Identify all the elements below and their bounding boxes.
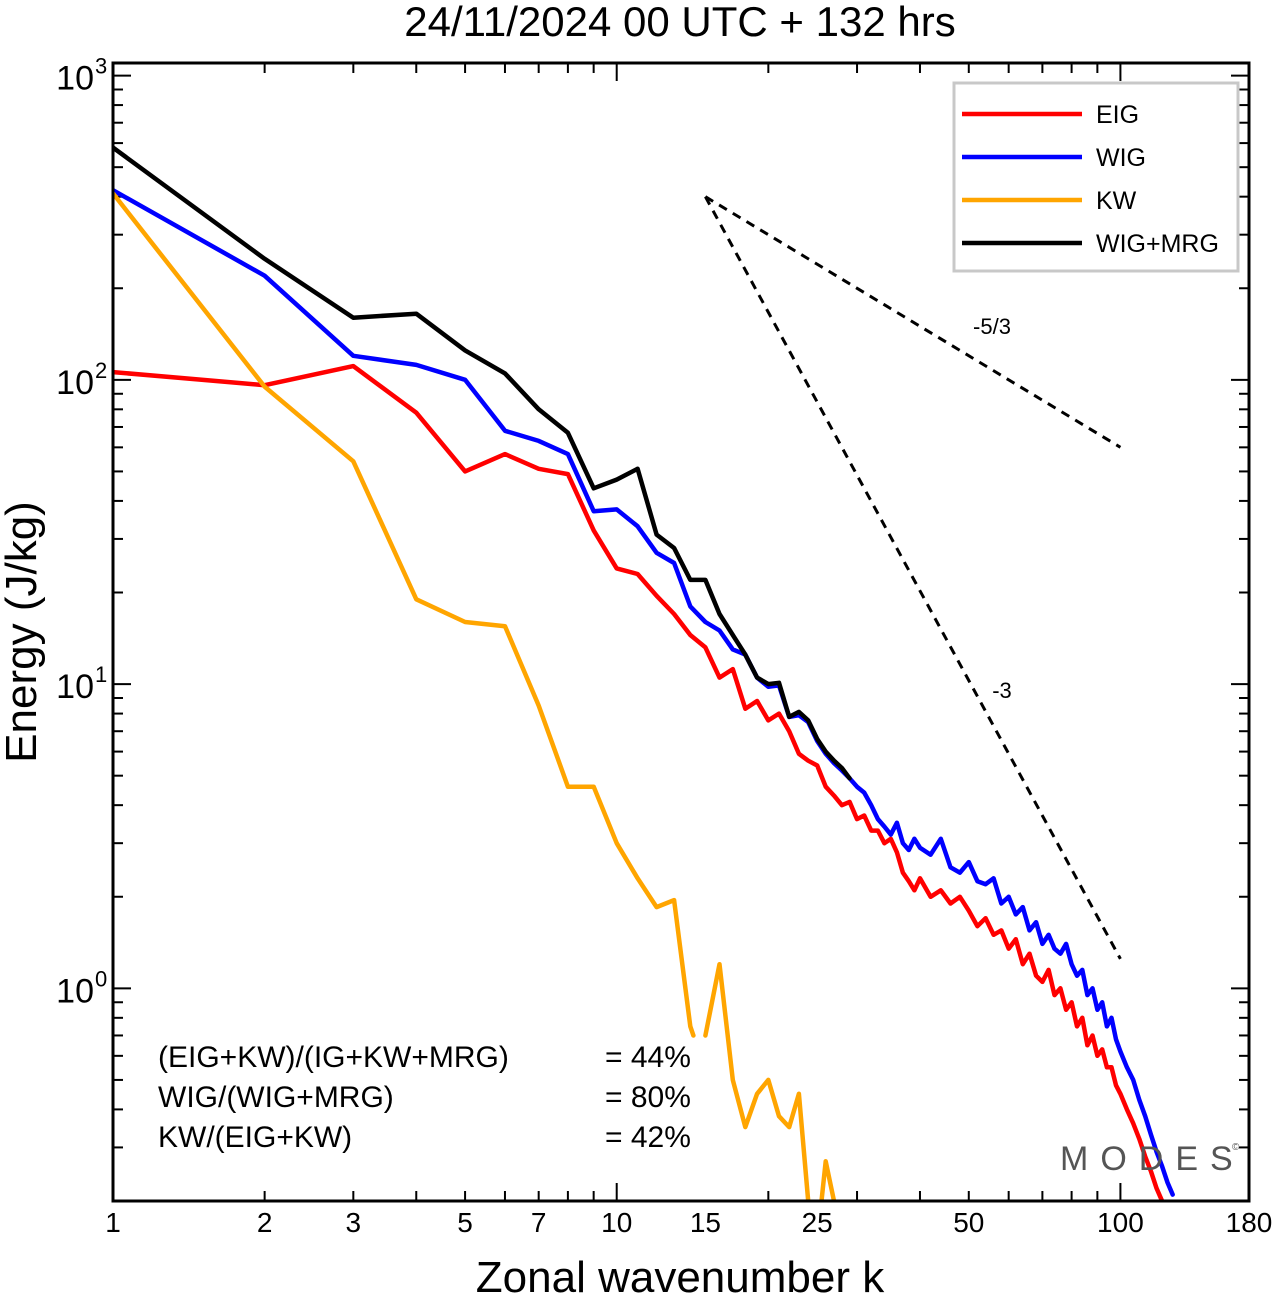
series-wig-mrg-line — [113, 145, 852, 781]
x-tick-label: 5 — [457, 1207, 473, 1238]
x-tick-label: 50 — [953, 1207, 984, 1238]
y-tick-label-exponent: 0 — [95, 966, 107, 991]
y-tick-label-base: 10 — [56, 972, 94, 1010]
x-tick-label: 2 — [257, 1207, 273, 1238]
x-tick-label: 1 — [105, 1207, 121, 1238]
x-tick-label: 7 — [531, 1207, 547, 1238]
y-tick-label-base: 10 — [56, 364, 94, 402]
y-tick-label-exponent: 3 — [95, 54, 107, 79]
ratio-value: = 80% — [605, 1081, 691, 1114]
x-tick-labels: 1 2 3 5 7 10 15 25 50 100 180 — [105, 1207, 1272, 1238]
y-tick-label-exponent: 2 — [95, 358, 107, 383]
reference-slopes: -5/3 -3 — [704, 195, 1122, 960]
legend-label: WIG — [1096, 144, 1146, 172]
x-tick-label: 180 — [1226, 1207, 1273, 1238]
slope-reference-line — [704, 195, 1122, 449]
watermark-copyright-mark: © — [1232, 1142, 1240, 1153]
x-tick-label: 15 — [690, 1207, 721, 1238]
series-kw-line — [703, 961, 811, 1201]
legend: EIG WIG KW WIG+MRG — [952, 81, 1240, 273]
x-tick-label: 25 — [802, 1207, 833, 1238]
x-tick-label: 10 — [601, 1207, 632, 1238]
axis-ticks — [112, 63, 1249, 1202]
x-axis-label: Zonal wavenumber k — [476, 1253, 885, 1294]
y-tick-label-exponent: 1 — [95, 662, 107, 687]
chart-title: 24/11/2024 00 UTC + 132 hrs — [404, 0, 955, 45]
series-kw-line — [113, 191, 696, 1038]
ratio-label: KW/(EIG+KW) — [158, 1121, 352, 1154]
slope-label: -5/3 — [973, 314, 1011, 339]
y-tick-label-base: 10 — [56, 668, 94, 706]
ratio-value: = 44% — [605, 1041, 691, 1074]
y-axis-label: Energy (J/kg) — [0, 501, 46, 763]
legend-label: WIG+MRG — [1096, 230, 1219, 258]
legend-label: EIG — [1096, 101, 1139, 129]
slope-reference-line — [704, 195, 1122, 960]
series-eig-line — [113, 363, 1165, 1201]
ratio-label: (EIG+KW)/(IG+KW+MRG) — [158, 1041, 509, 1074]
slope-label: -3 — [992, 678, 1012, 703]
legend-label: KW — [1096, 187, 1137, 215]
ratio-value: = 42% — [605, 1121, 691, 1154]
series-lines — [113, 145, 1175, 1201]
ratio-annotations: (EIG+KW)/(IG+KW+MRG) = 44% WIG/(WIG+MRG) = … — [158, 1041, 691, 1154]
y-tick-label-base: 10 — [56, 60, 94, 98]
plot-frame — [111, 61, 1251, 1203]
series-kw-line — [819, 1159, 837, 1201]
x-tick-label: 100 — [1097, 1207, 1144, 1238]
x-tick-label: 3 — [346, 1207, 362, 1238]
modes-watermark: MODES — [1060, 1140, 1245, 1178]
series-wig-line — [113, 187, 1175, 1197]
ratio-label: WIG/(WIG+MRG) — [158, 1081, 394, 1114]
